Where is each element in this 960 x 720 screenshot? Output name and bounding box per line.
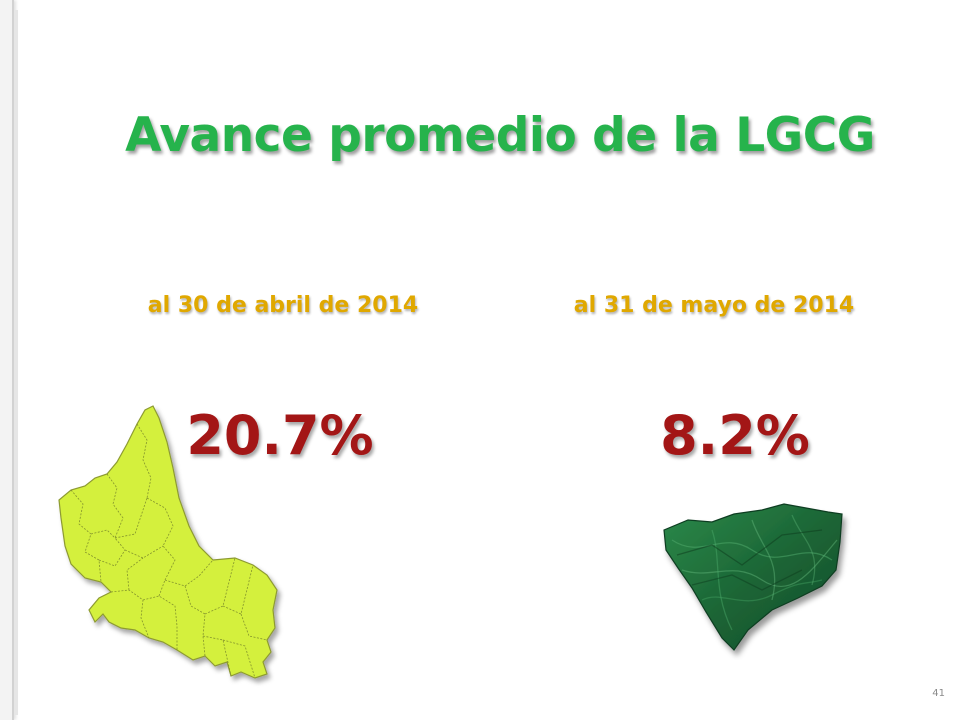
- municipality-map-icon: [663, 503, 843, 651]
- municipality-map-texture: [671, 514, 838, 631]
- slide-left-border-line: [15, 10, 18, 715]
- state-map-icon: [58, 405, 278, 679]
- percentage-april: 20.7%: [186, 404, 374, 467]
- state-map-municipal-borders: [70, 423, 268, 679]
- slide-left-border: [0, 0, 14, 720]
- municipality-map-shape: [663, 503, 843, 651]
- percentage-may: 8.2%: [660, 404, 810, 467]
- date-label-april: al 30 de abril de 2014: [147, 293, 419, 318]
- state-map-shape: [58, 405, 278, 679]
- date-label-may: al 31 de mayo de 2014: [573, 293, 855, 318]
- page-number: 41: [932, 688, 945, 699]
- slide-title: Avance promedio de la LGCG: [125, 108, 875, 163]
